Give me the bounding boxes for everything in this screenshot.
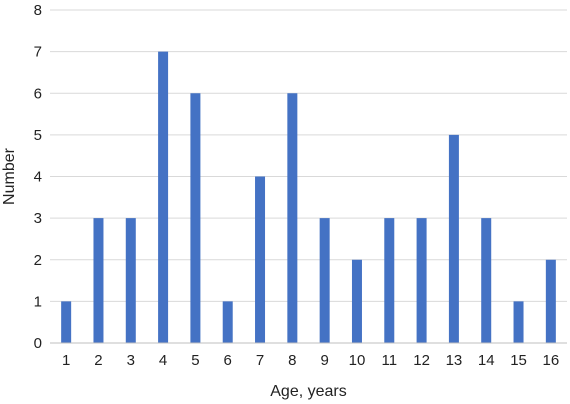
bar xyxy=(513,301,524,343)
x-axis-title: Age, years xyxy=(270,383,346,400)
bar xyxy=(222,301,233,343)
x-tick-label: 10 xyxy=(349,352,366,369)
bar xyxy=(158,51,169,343)
x-tick-label: 11 xyxy=(381,352,397,369)
y-axis-ticks: 0 1 2 3 4 5 6 7 8 xyxy=(34,2,42,352)
y-tick-label: 3 xyxy=(34,210,42,227)
bar xyxy=(416,218,427,343)
y-tick-label: 5 xyxy=(34,127,42,144)
x-tick-label: 16 xyxy=(543,352,560,369)
x-tick-label: 2 xyxy=(94,352,102,369)
bar xyxy=(125,218,136,343)
bar xyxy=(545,259,556,343)
x-tick-label: 6 xyxy=(224,352,232,369)
x-tick-label: 12 xyxy=(413,352,430,369)
bar xyxy=(319,218,330,343)
bar xyxy=(255,176,266,343)
bar xyxy=(448,134,459,343)
bars xyxy=(61,51,556,343)
x-tick-label: 7 xyxy=(256,352,264,369)
bar xyxy=(93,218,104,343)
y-tick-label: 1 xyxy=(34,293,42,310)
y-tick-label: 8 xyxy=(34,2,42,19)
x-axis-ticks: 1 2 3 4 5 6 7 8 9 10 11 12 13 14 15 16 xyxy=(62,352,559,369)
y-tick-label: 4 xyxy=(34,169,42,186)
gridlines xyxy=(50,9,567,302)
y-axis-title: Number xyxy=(1,147,18,205)
y-tick-label: 6 xyxy=(34,85,42,102)
x-tick-label: 8 xyxy=(288,352,296,369)
y-tick-label: 0 xyxy=(34,335,42,352)
bar xyxy=(384,218,395,343)
y-tick-label: 7 xyxy=(34,44,42,61)
x-tick-label: 5 xyxy=(191,352,199,369)
bar xyxy=(61,301,72,343)
x-tick-label: 3 xyxy=(127,352,135,369)
bar xyxy=(351,259,362,343)
x-tick-label: 1 xyxy=(62,352,70,369)
x-tick-label: 13 xyxy=(446,352,463,369)
x-tick-label: 9 xyxy=(320,352,328,369)
bar xyxy=(287,93,298,343)
bar xyxy=(190,93,201,343)
x-tick-label: 15 xyxy=(510,352,527,369)
bar xyxy=(481,218,492,343)
x-tick-label: 4 xyxy=(159,352,167,369)
y-tick-label: 2 xyxy=(34,252,42,269)
x-tick-label: 14 xyxy=(478,352,495,369)
